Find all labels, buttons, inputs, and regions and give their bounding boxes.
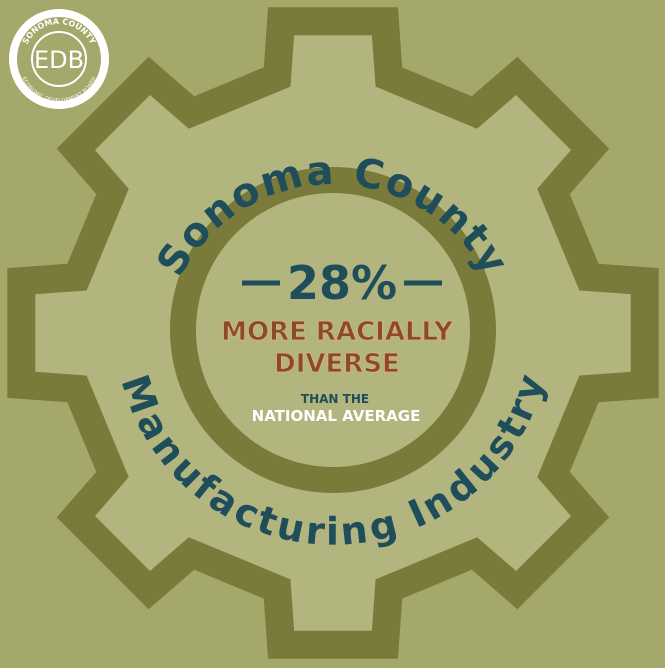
- stat-figure: 28%: [287, 256, 397, 310]
- logo: SONOMA COUNTY ECONOMIC DEVELOPMENT BOARD…: [9, 9, 109, 109]
- stat-line: MORE RACIALLY: [221, 317, 454, 347]
- stat-line: DIVERSE: [274, 349, 400, 379]
- stat-note: NATIONAL AVERAGE: [252, 407, 421, 425]
- infographic: Sonoma County Manufacturing Industry 28%…: [0, 0, 665, 668]
- logo-initials: EDB: [34, 46, 84, 74]
- stat-note: THAN THE: [301, 392, 369, 406]
